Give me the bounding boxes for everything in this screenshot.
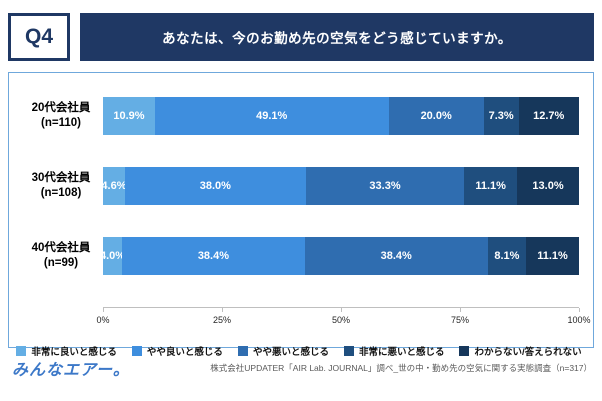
chart-row: 40代会社員 (n=99) 4.0% 38.4% 38.4% 8.1% 11.1% [19,237,579,275]
tick-mark [222,308,223,312]
tick-mark [103,308,104,312]
legend-item: やや良いと感じる [131,344,223,358]
category-label: 20代会社員 (n=110) [31,102,91,129]
legend-item: やや悪いと感じる [237,344,329,358]
bar-segment: 38.4% [122,237,305,275]
legend-label: 非常に良いと感じる [31,347,117,358]
legend-item: 非常に悪いと感じる [343,344,445,358]
stacked-bar: 4.6% 38.0% 33.3% 11.1% 13.0% [101,167,579,205]
bar-segment: 12.7% [518,97,579,135]
category-label: 40代会社員 (n=99) [31,242,91,269]
source-note: 株式会社UPDATER「AIR Lab. JOURNAL」調べ_世の中・勤め先の… [210,363,592,373]
tick-mark [579,308,580,312]
footer: みんなエアー。 株式会社UPDATER「AIR Lab. JOURNAL」調べ_… [12,356,592,380]
legend-label: やや良いと感じる [146,347,223,358]
bar-segment: 11.1% [526,237,579,275]
legend-swatch [237,346,248,356]
stacked-bar: 4.0% 38.4% 38.4% 8.1% 11.1% [100,237,579,275]
bar-segment: 38.0% [124,167,306,205]
legend-swatch [16,346,27,356]
tick-label: 25% [212,315,232,325]
tick-label: 100% [567,315,591,325]
category-label: 30代会社員 (n=108) [31,172,91,199]
bar-rows: 20代会社員 (n=110) 10.9% 49.1% 20.0% 7.3% 12.7% 30代… [19,97,579,275]
legend-label: やや悪いと感じる [252,347,329,358]
legend-swatch [459,346,470,356]
bar-segment: 8.1% [487,237,527,275]
legend-label: わからない/答えられない [474,347,582,358]
bar-segment: 4.6% [101,167,126,205]
bar-segment: 4.0% [100,237,125,275]
question-number: Q4 [8,13,70,61]
stacked-bar: 10.9% 49.1% 20.0% 7.3% 12.7% [103,97,579,135]
legend-swatch [343,346,354,356]
bar-segment: 11.1% [464,167,518,205]
x-axis: 0% 25% 50% 75% 100% [96,307,591,334]
legend-label: 非常に悪いと感じる [358,347,445,358]
question-title: あなたは、今のお勤め先の空気をどう感じていますか。 [80,13,594,61]
bar-segment: 38.4% [304,237,488,275]
tick-label: 0% [96,315,110,325]
bar-segment: 33.3% [305,167,465,205]
bar-segment: 7.3% [483,97,519,135]
chart-panel: 20代会社員 (n=110) 10.9% 49.1% 20.0% 7.3% 12.7% 30代… [8,72,594,358]
chart-row: 20代会社員 (n=110) 10.9% 49.1% 20.0% 7.3% 12.7% [19,97,579,135]
bar-segment: 10.9% [103,97,155,135]
tick-label: 75% [450,315,470,325]
brand-logo: みんなエアー。 [12,362,130,379]
tick-mark [341,308,342,312]
legend-item: わからない/答えられない [459,344,582,358]
legend-item: 非常に良いと感じる [16,344,117,358]
chart-row: 30代会社員 (n=108) 4.6% 38.0% 33.3% 11.1% 13.0% [19,167,579,205]
tick-label: 50% [331,315,351,325]
header: Q4 あなたは、今のお勤め先の空気をどう感じていますか。 [8,13,594,61]
bar-segment: 13.0% [517,167,579,205]
bar-segment: 49.1% [154,97,389,135]
tick-mark [460,308,461,312]
legend: 非常に良いと感じる やや良いと感じる やや悪いと感じる 非常に悪いと感じる わからない/… [16,344,582,358]
bar-segment: 20.0% [388,97,484,135]
legend-swatch [131,346,142,356]
